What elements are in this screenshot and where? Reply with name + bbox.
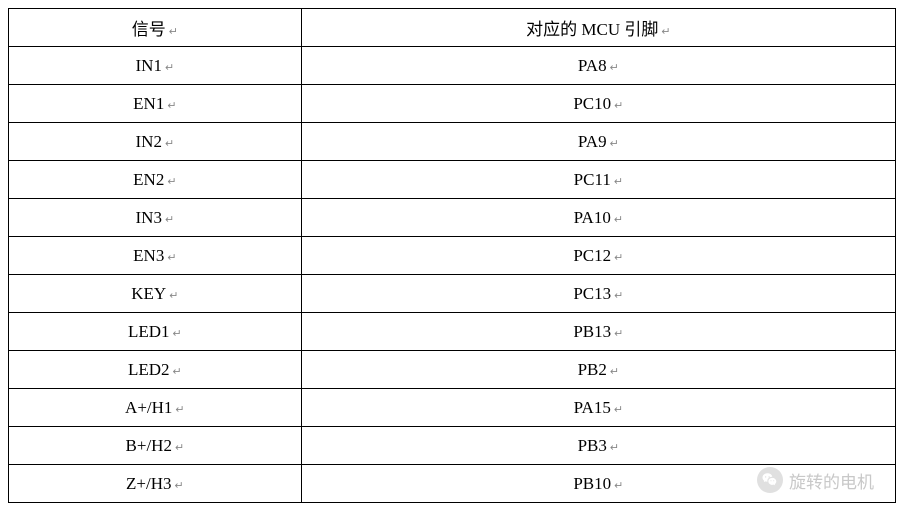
cell-marker: ↵	[167, 251, 176, 264]
cell-marker: ↵	[614, 289, 623, 302]
table-row: IN3↵ PA10↵	[9, 199, 896, 237]
wechat-icon	[757, 467, 783, 493]
watermark-text: 旋转的电机	[789, 468, 874, 493]
cell-pin-text: PB2	[578, 360, 607, 379]
cell-pin-text: PA9	[578, 132, 607, 151]
cell-pin: PC12↵	[301, 237, 895, 275]
cell-signal-text: EN2	[133, 170, 164, 189]
cell-signal-text: IN2	[136, 132, 162, 151]
table-row: B+/H2↵ PB3↵	[9, 427, 896, 465]
cell-marker: ↵	[165, 137, 174, 150]
cell-signal: Z+/H3↵	[9, 465, 302, 503]
cell-signal: LED1↵	[9, 313, 302, 351]
cell-pin: PC10↵	[301, 85, 895, 123]
cell-pin: PB3↵	[301, 427, 895, 465]
cell-marker: ↵	[614, 403, 623, 416]
cell-pin-text: PA8	[578, 56, 607, 75]
cell-pin-text: PC10	[573, 94, 611, 113]
header-pin: 对应的 MCU 引脚↵	[301, 9, 895, 47]
table-row: EN3↵ PC12↵	[9, 237, 896, 275]
cell-marker: ↵	[610, 137, 619, 150]
cell-signal: A+/H1↵	[9, 389, 302, 427]
cell-pin-text: PA10	[574, 208, 611, 227]
cell-marker: ↵	[169, 289, 178, 302]
cell-marker: ↵	[610, 365, 619, 378]
cell-signal: EN3↵	[9, 237, 302, 275]
cell-pin-text: PC12	[573, 246, 611, 265]
cell-marker: ↵	[610, 61, 619, 74]
cell-signal-text: IN1	[136, 56, 162, 75]
cell-signal: IN1↵	[9, 47, 302, 85]
cell-pin-text: PB3	[578, 436, 607, 455]
cell-signal-text: A+/H1	[125, 398, 172, 417]
cell-signal: B+/H2↵	[9, 427, 302, 465]
header-pin-text: 对应的 MCU 引脚	[526, 20, 658, 39]
cell-signal: IN3↵	[9, 199, 302, 237]
cell-marker: ↵	[175, 403, 184, 416]
cell-marker: ↵	[169, 25, 178, 38]
cell-pin: PB2↵	[301, 351, 895, 389]
cell-pin: PA10↵	[301, 199, 895, 237]
cell-marker: ↵	[614, 99, 623, 112]
cell-marker: ↵	[661, 25, 670, 38]
table-row: LED1↵ PB13↵	[9, 313, 896, 351]
cell-marker: ↵	[614, 213, 623, 226]
cell-pin: PA9↵	[301, 123, 895, 161]
cell-marker: ↵	[165, 61, 174, 74]
table-row: IN1↵ PA8↵	[9, 47, 896, 85]
cell-pin: PC13↵	[301, 275, 895, 313]
cell-marker: ↵	[167, 99, 176, 112]
cell-pin: PB13↵	[301, 313, 895, 351]
cell-pin-text: PB10	[573, 474, 611, 493]
header-signal-text: 信号	[132, 20, 166, 39]
cell-signal-text: B+/H2	[126, 436, 172, 455]
cell-pin: PC11↵	[301, 161, 895, 199]
table-row: EN1↵ PC10↵	[9, 85, 896, 123]
header-signal: 信号↵	[9, 9, 302, 47]
cell-marker: ↵	[174, 479, 183, 492]
watermark: 旋转的电机	[757, 467, 874, 493]
cell-signal-text: LED1	[128, 322, 170, 341]
table-row: EN2↵ PC11↵	[9, 161, 896, 199]
pin-mapping-table: 信号↵ 对应的 MCU 引脚↵ IN1↵ PA8↵ EN1↵ PC10↵ IN2…	[8, 8, 896, 503]
cell-marker: ↵	[173, 327, 182, 340]
cell-pin-text: PA15	[574, 398, 611, 417]
cell-signal: EN1↵	[9, 85, 302, 123]
cell-signal: KEY↵	[9, 275, 302, 313]
cell-marker: ↵	[165, 213, 174, 226]
cell-marker: ↵	[614, 175, 623, 188]
cell-signal-text: EN1	[133, 94, 164, 113]
cell-pin: PA8↵	[301, 47, 895, 85]
cell-signal-text: Z+/H3	[126, 474, 171, 493]
cell-marker: ↵	[173, 365, 182, 378]
table-row: IN2↵ PA9↵	[9, 123, 896, 161]
cell-marker: ↵	[614, 251, 623, 264]
cell-signal-text: LED2	[128, 360, 170, 379]
table-row: KEY↵ PC13↵	[9, 275, 896, 313]
table-row: A+/H1↵ PA15↵	[9, 389, 896, 427]
cell-signal: EN2↵	[9, 161, 302, 199]
cell-marker: ↵	[614, 327, 623, 340]
cell-pin: PA15↵	[301, 389, 895, 427]
cell-marker: ↵	[610, 441, 619, 454]
table-body: IN1↵ PA8↵ EN1↵ PC10↵ IN2↵ PA9↵ EN2↵ PC11…	[9, 47, 896, 503]
cell-signal: IN2↵	[9, 123, 302, 161]
cell-pin-text: PB13	[573, 322, 611, 341]
table-row: LED2↵ PB2↵	[9, 351, 896, 389]
cell-signal: LED2↵	[9, 351, 302, 389]
cell-marker: ↵	[614, 479, 623, 492]
cell-signal-text: IN3	[136, 208, 162, 227]
cell-signal-text: EN3	[133, 246, 164, 265]
cell-pin-text: PC13	[573, 284, 611, 303]
cell-marker: ↵	[175, 441, 184, 454]
table-header-row: 信号↵ 对应的 MCU 引脚↵	[9, 9, 896, 47]
cell-signal-text: KEY	[131, 284, 166, 303]
cell-marker: ↵	[167, 175, 176, 188]
cell-pin-text: PC11	[574, 170, 611, 189]
